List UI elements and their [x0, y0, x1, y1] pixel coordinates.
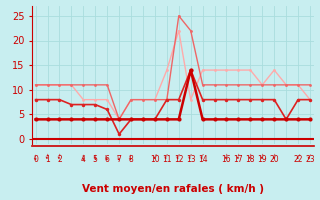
Text: ↙: ↙ [222, 152, 230, 160]
Text: ↙: ↙ [115, 152, 123, 160]
Text: ↙: ↙ [151, 153, 158, 160]
Text: ↙: ↙ [44, 152, 52, 160]
Text: ↙: ↙ [187, 153, 194, 160]
X-axis label: Vent moyen/en rafales ( km/h ): Vent moyen/en rafales ( km/h ) [82, 184, 264, 194]
Text: ↙: ↙ [295, 153, 301, 160]
Text: ↙: ↙ [79, 152, 87, 161]
Text: ↙: ↙ [31, 152, 40, 161]
Text: ↙: ↙ [234, 152, 243, 160]
Text: ↙: ↙ [270, 152, 278, 160]
Text: ↙: ↙ [199, 153, 206, 160]
Text: ↙: ↙ [103, 152, 111, 160]
Text: ↙: ↙ [91, 152, 100, 161]
Text: ↙: ↙ [246, 152, 254, 160]
Text: ↙: ↙ [258, 152, 266, 160]
Text: ↙: ↙ [163, 153, 171, 160]
Text: ↙: ↙ [55, 152, 63, 160]
Text: ↙: ↙ [127, 152, 135, 161]
Text: ↙: ↙ [175, 153, 182, 160]
Text: ↙: ↙ [307, 153, 313, 160]
